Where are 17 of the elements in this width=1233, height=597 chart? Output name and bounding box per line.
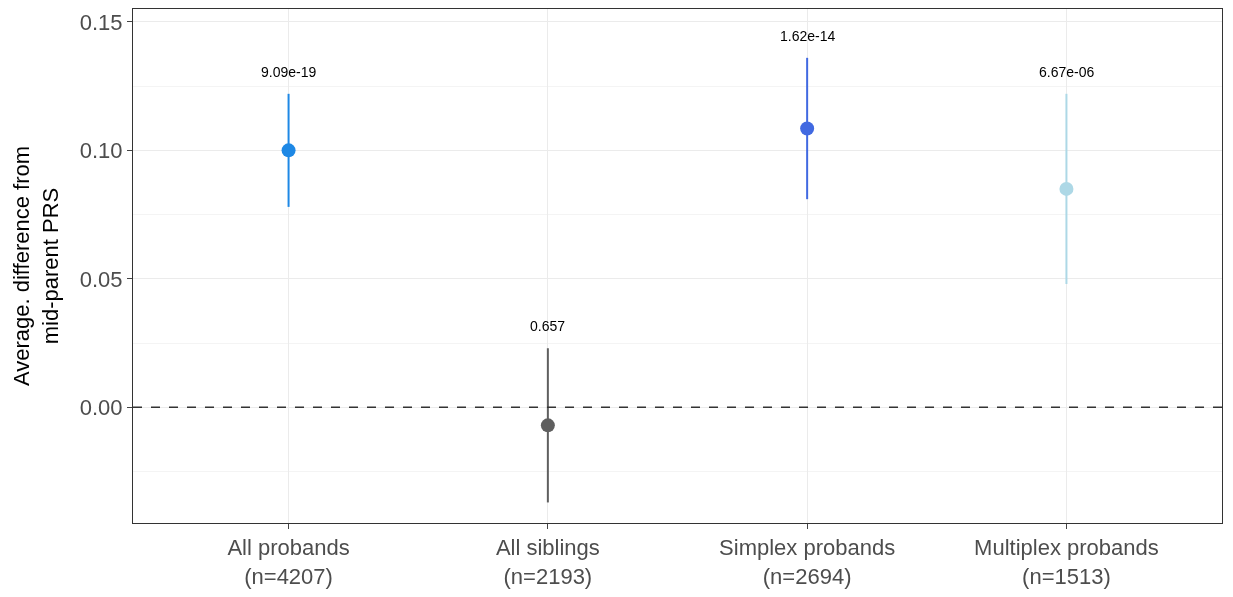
annotation: 1.62e-14 [780,28,836,44]
y-tick-label: 0.05 [79,266,123,292]
y-tick-label: 0.10 [79,138,123,164]
x-tick-label: All siblings (n=2193) [495,535,600,589]
point [540,418,555,433]
point [281,143,296,158]
annotation: 0.657 [530,318,566,334]
point [1059,181,1074,196]
annotation: 9.09e-19 [261,64,317,80]
x-tick-label: Multiplex probands (n=1513) [974,535,1159,589]
annotation: 6.67e-06 [1039,64,1095,80]
y-tick-label: 0.15 [79,9,123,35]
y-tick-label: 0.00 [79,395,123,421]
point [800,121,815,136]
x-tick-label: Simplex probands (n=2694) [719,535,896,589]
x-tick-label: All probands (n=4207) [227,535,350,589]
y-axis-title: Average. difference from mid-parent PRS [8,145,63,387]
